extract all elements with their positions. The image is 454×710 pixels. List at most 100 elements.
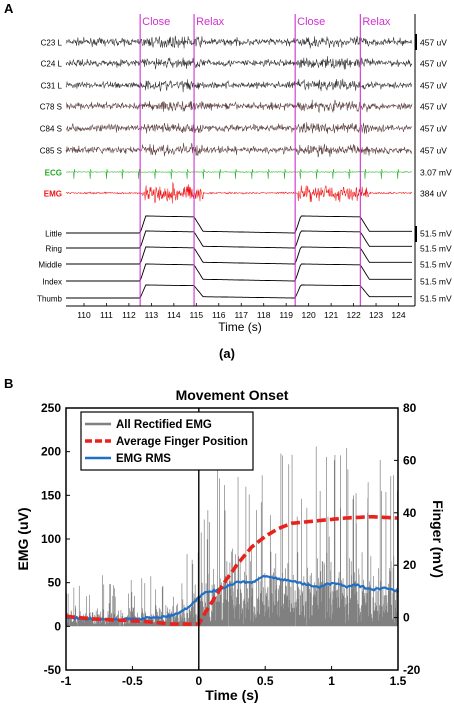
scale-label-middle: 51.5 mV bbox=[420, 260, 452, 270]
event-label-close: Close bbox=[297, 16, 325, 28]
x-tick-label-113: 113 bbox=[145, 310, 159, 320]
scale-label-c23-l: 457 uV bbox=[420, 38, 447, 48]
scale-label-c24-l: 457 uV bbox=[420, 59, 447, 69]
x-tick-label-b-0.5: 0.5 bbox=[257, 674, 274, 688]
legend-box bbox=[80, 411, 254, 471]
channel-label-little: Little bbox=[45, 230, 62, 239]
legend-label-rectified-emg: All Rectified EMG bbox=[116, 419, 212, 431]
panel-b-label: B bbox=[4, 376, 13, 391]
channel-label-index: Index bbox=[42, 278, 62, 287]
trace-ring bbox=[66, 230, 412, 249]
y-tick-label-left-100: 100 bbox=[41, 532, 61, 546]
panel-a-caption: (a) bbox=[219, 346, 235, 361]
y-tick-label-left--50: -50 bbox=[44, 663, 62, 677]
channel-label-thumb: Thumb bbox=[37, 295, 62, 304]
panel-b-y-ticks-right: -20 0 20 40 60 80 bbox=[394, 401, 421, 677]
channel-label-c23-l: C23 L bbox=[41, 39, 63, 48]
legend-label-finger-position: Average Finger Position bbox=[116, 436, 248, 448]
trace-emg bbox=[66, 182, 413, 204]
y-tick-label-right--20: -20 bbox=[403, 663, 421, 677]
channel-label-c78-s: C78 S bbox=[40, 103, 62, 112]
trace-c84-s bbox=[65, 122, 413, 134]
panel-a-channel-labels: C23 L C24 L C31 L C78 S C84 S C85 S ECG EMG Litt… bbox=[37, 39, 62, 304]
scale-label-thumb: 51.5 mV bbox=[420, 294, 452, 304]
x-tick-label-b--0.5: -0.5 bbox=[122, 674, 143, 688]
x-tick-label-118: 118 bbox=[257, 310, 271, 320]
y-tick-label-left-250: 250 bbox=[41, 401, 61, 415]
y-tick-label-right-20: 20 bbox=[403, 558, 417, 572]
series-all-rectified-emg bbox=[65, 446, 399, 627]
channel-label-ecg: ECG bbox=[45, 169, 62, 178]
x-tick-label-b-1: 1 bbox=[328, 674, 335, 688]
y-tick-label-right-40: 40 bbox=[403, 506, 417, 520]
event-label-relax: Relax bbox=[362, 16, 391, 28]
x-tick-label-116: 116 bbox=[212, 310, 226, 320]
event-label-close: Close bbox=[142, 16, 170, 28]
legend-label-emg-rms: EMG RMS bbox=[116, 453, 171, 465]
scale-label-little: 51.5 mV bbox=[420, 229, 452, 239]
panel-b-y-ticks-left: -50 0 50 100 150 200 250 bbox=[41, 401, 70, 677]
trace-c24-l bbox=[65, 56, 413, 70]
x-tick-label-117: 117 bbox=[234, 310, 248, 320]
panel-a-scale-labels: 457 uV 457 uV 457 uV 457 uV 457 uV 457 uV 3.07… bbox=[420, 38, 452, 304]
x-tick-label-119: 119 bbox=[279, 310, 293, 320]
panel-a-x-label: Time (s) bbox=[218, 320, 262, 334]
scale-label-c78-s: 457 uV bbox=[420, 102, 447, 112]
x-tick-label-b-1.5: 1.5 bbox=[390, 674, 407, 688]
channel-label-c85-s: C85 S bbox=[40, 147, 62, 156]
event-label-relax: Relax bbox=[196, 16, 225, 28]
channel-label-c84-s: C84 S bbox=[40, 125, 62, 134]
x-tick-label-123: 123 bbox=[369, 310, 383, 320]
trace-c23-l bbox=[65, 35, 413, 49]
panel-a-event-markers: Close Relax Close Relax bbox=[139, 14, 391, 306]
x-tick-label-121: 121 bbox=[324, 310, 338, 320]
x-tick-label-112: 112 bbox=[122, 310, 136, 320]
channel-label-middle: Middle bbox=[38, 261, 62, 270]
channel-label-c31-l: C31 L bbox=[41, 82, 63, 91]
x-tick-label-114: 114 bbox=[167, 310, 181, 320]
channel-label-ring: Ring bbox=[46, 245, 62, 254]
trace-little bbox=[66, 215, 412, 234]
series-average-finger-position bbox=[65, 515, 398, 626]
channel-label-emg: EMG bbox=[44, 190, 62, 199]
scale-label-index: 51.5 mV bbox=[420, 277, 452, 287]
trace-middle bbox=[66, 246, 412, 265]
panel-b-y-label-left: EMG (uV) bbox=[15, 508, 31, 571]
scale-label-ecg: 3.07 mV bbox=[420, 168, 452, 178]
x-tick-label-b-0: 0 bbox=[195, 674, 202, 688]
x-tick-label-111: 111 bbox=[100, 310, 113, 320]
x-tick-label-124: 124 bbox=[391, 310, 405, 320]
panel-a-traces bbox=[65, 35, 413, 299]
panel-b-x-label: Time (s) bbox=[205, 687, 258, 703]
scale-label-c31-l: 457 uV bbox=[420, 81, 447, 91]
panel-a-label: A bbox=[4, 1, 14, 16]
x-tick-label-115: 115 bbox=[190, 310, 204, 320]
y-tick-label-right-60: 60 bbox=[403, 453, 417, 467]
y-tick-label-right-0: 0 bbox=[403, 611, 410, 625]
panel-b-legend: All Rectified EMG Average Finger Positio… bbox=[80, 411, 254, 471]
x-tick-label-122: 122 bbox=[346, 310, 360, 320]
scale-label-c85-s: 457 uV bbox=[420, 146, 447, 156]
trace-c85-s bbox=[65, 142, 413, 158]
y-tick-label-left-200: 200 bbox=[41, 445, 61, 459]
panel-a-x-ticks: 110 111 112 113 114 115 116 117 118 119 120 121 122 1… bbox=[77, 303, 406, 320]
scale-label-c84-s: 457 uV bbox=[420, 124, 447, 134]
y-tick-label-left-0: 0 bbox=[54, 619, 61, 633]
trace-index bbox=[66, 263, 412, 282]
y-tick-label-right-80: 80 bbox=[403, 401, 417, 415]
y-tick-label-left-150: 150 bbox=[41, 488, 61, 502]
panel-b-title: Movement Onset bbox=[176, 387, 289, 403]
x-tick-label-120: 120 bbox=[302, 310, 316, 320]
channel-label-c24-l: C24 L bbox=[41, 60, 63, 69]
x-tick-label-110: 110 bbox=[77, 310, 91, 320]
trace-c31-l bbox=[65, 78, 413, 93]
scale-label-ring: 51.5 mV bbox=[420, 244, 452, 254]
panel-b-y-label-right: Finger (mV) bbox=[430, 500, 446, 578]
y-tick-label-left-50: 50 bbox=[48, 576, 62, 590]
x-tick-label-b--1: -1 bbox=[61, 674, 72, 688]
trace-c78-s bbox=[65, 99, 413, 114]
trace-thumb bbox=[66, 284, 412, 299]
trace-ecg bbox=[65, 168, 413, 180]
scale-label-emg: 384 uV bbox=[420, 189, 447, 199]
